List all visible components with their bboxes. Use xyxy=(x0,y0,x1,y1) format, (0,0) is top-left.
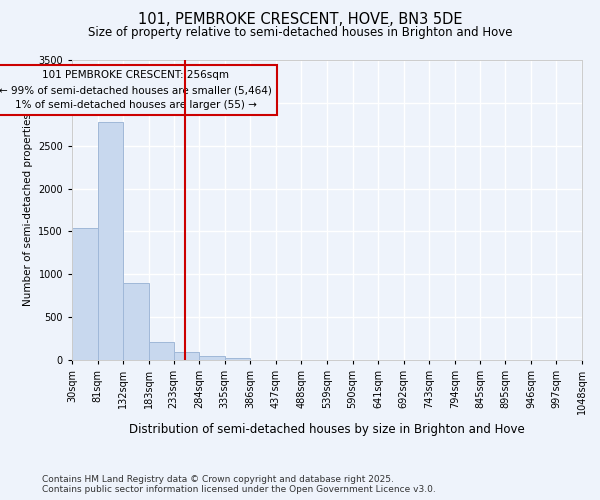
Bar xyxy=(173,352,199,360)
Bar xyxy=(199,356,225,360)
X-axis label: Distribution of semi-detached houses by size in Brighton and Hove: Distribution of semi-detached houses by … xyxy=(129,422,525,436)
Text: Size of property relative to semi-detached houses in Brighton and Hove: Size of property relative to semi-detach… xyxy=(88,26,512,39)
Bar xyxy=(225,358,250,360)
Y-axis label: Number of semi-detached properties: Number of semi-detached properties xyxy=(23,114,32,306)
Bar xyxy=(98,122,123,360)
Text: 101 PEMBROKE CRESCENT: 256sqm
← 99% of semi-detached houses are smaller (5,464)
: 101 PEMBROKE CRESCENT: 256sqm ← 99% of s… xyxy=(0,70,272,110)
Bar xyxy=(72,228,98,360)
Text: Contains HM Land Registry data © Crown copyright and database right 2025.
Contai: Contains HM Land Registry data © Crown c… xyxy=(42,474,436,494)
Bar xyxy=(149,342,173,360)
Text: 101, PEMBROKE CRESCENT, HOVE, BN3 5DE: 101, PEMBROKE CRESCENT, HOVE, BN3 5DE xyxy=(138,12,462,28)
Bar xyxy=(123,283,149,360)
